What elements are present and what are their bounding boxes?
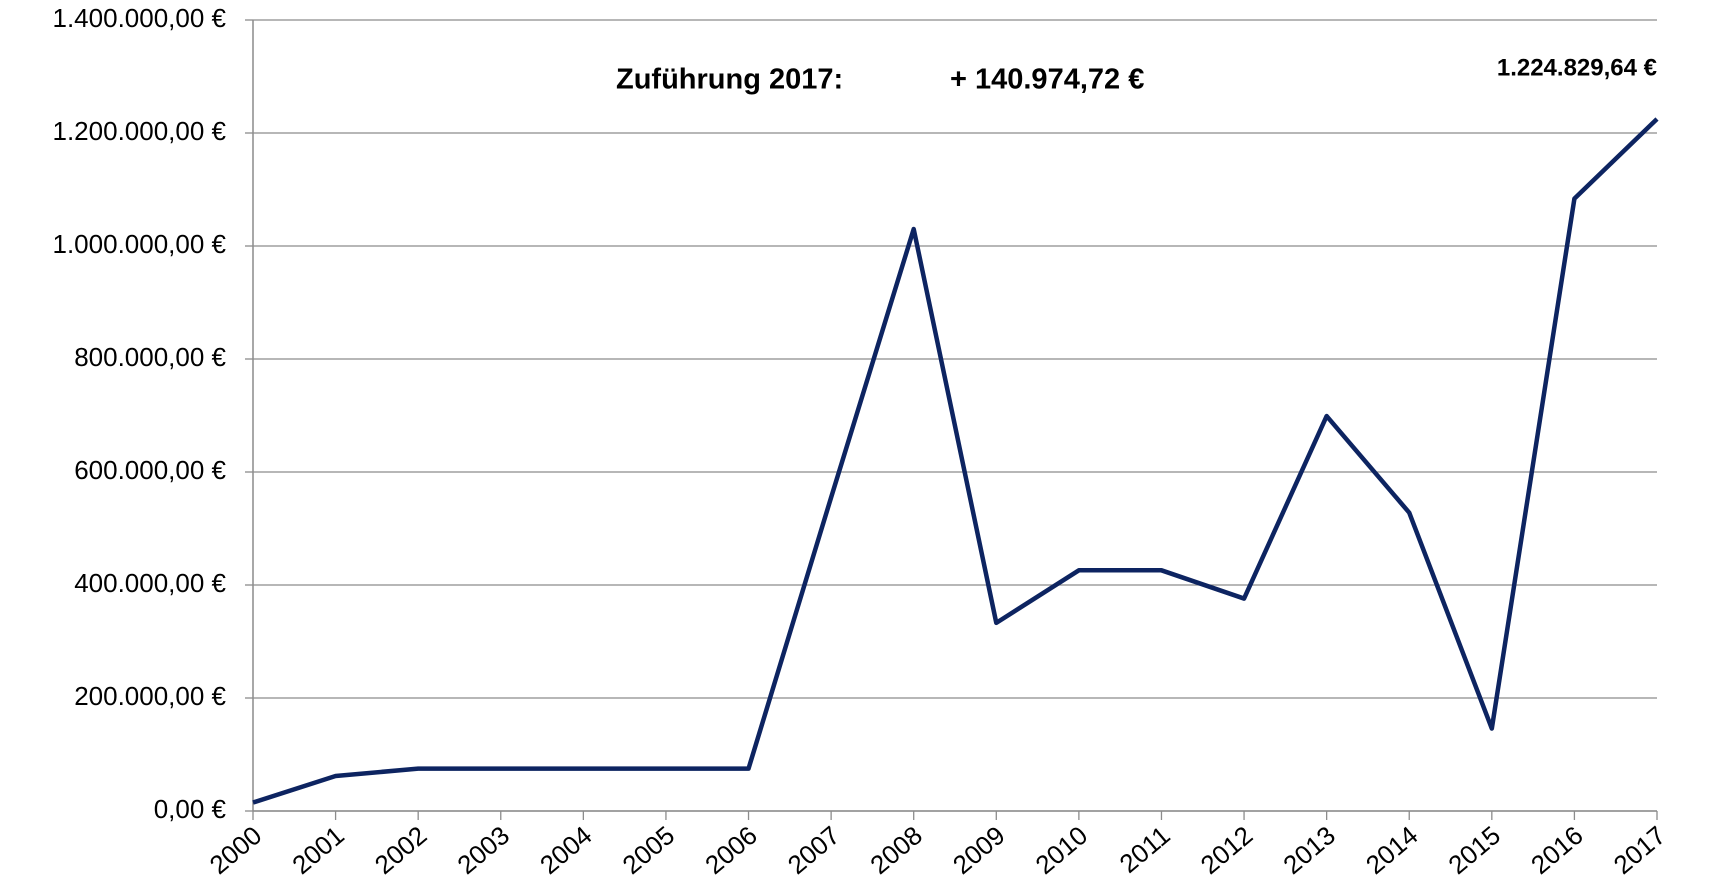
x-tick-label: 2006 <box>699 820 763 880</box>
y-tick-label: 1.400.000,00 € <box>53 3 227 33</box>
x-tick-label: 2017 <box>1608 820 1672 880</box>
y-tick-label: 400.000,00 € <box>74 568 226 598</box>
x-tick-label: 2013 <box>1277 820 1341 880</box>
y-tick-label: 800.000,00 € <box>74 342 226 372</box>
annotation: Zuführung 2017: <box>616 64 843 96</box>
x-tick-label: 2016 <box>1525 820 1589 880</box>
x-tick-label: 2007 <box>782 820 846 880</box>
x-tick-label: 2009 <box>947 820 1011 880</box>
x-tick-label: 2010 <box>1030 820 1094 880</box>
x-tick-label: 2012 <box>1195 820 1259 880</box>
y-tick-label: 600.000,00 € <box>74 455 226 485</box>
y-tick-label: 1.200.000,00 € <box>53 116 227 146</box>
line <box>252 117 1659 805</box>
annotation: + 140.974,72 € <box>950 64 1144 96</box>
x-tick-label: 2003 <box>451 820 515 880</box>
y-tick-label: 0,00 € <box>154 794 227 824</box>
x-tick-label: 2008 <box>864 820 928 880</box>
x-tick-label: 2015 <box>1443 820 1507 880</box>
data-label: 1.224.829,64 € <box>1497 54 1657 81</box>
x-tick-label: 2001 <box>286 820 350 880</box>
x-tick-label: 2000 <box>204 820 268 880</box>
x-tick-label: 2005 <box>617 820 681 880</box>
y-tick-label: 200.000,00 € <box>74 681 226 711</box>
x-tick-label: 2002 <box>369 820 433 880</box>
x-tick-label: 2011 <box>1114 820 1176 879</box>
y-tick-label: 1.000.000,00 € <box>53 229 227 259</box>
x-tick-label: 2004 <box>534 820 598 880</box>
x-tick-label: 2014 <box>1360 820 1424 880</box>
